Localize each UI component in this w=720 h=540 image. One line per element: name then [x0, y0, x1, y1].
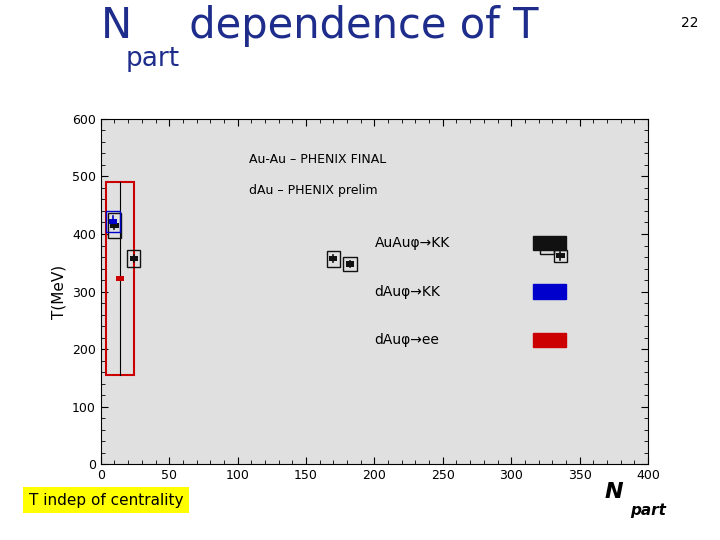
Text: dAu – PHENIX prelim: dAu – PHENIX prelim [248, 185, 377, 198]
Bar [343, 257, 356, 271]
Y-axis label: T(MeV): T(MeV) [51, 265, 66, 319]
Bar [329, 256, 338, 261]
Bar [327, 251, 341, 267]
Text: Au-Au – PHENIX FINAL: Au-Au – PHENIX FINAL [248, 153, 386, 166]
Bar [127, 250, 140, 267]
Text: dAuφ→ee: dAuφ→ee [374, 333, 439, 347]
Text: 22: 22 [681, 16, 698, 30]
Bar [346, 261, 354, 267]
Bar [533, 333, 566, 347]
Text: T indep of centrality: T indep of centrality [29, 492, 184, 508]
Text: part: part [126, 46, 180, 72]
Text: dependence of T: dependence of T [176, 5, 539, 47]
Bar [554, 250, 567, 262]
Bar [107, 182, 134, 375]
Text: N: N [101, 5, 132, 47]
Bar [557, 253, 564, 259]
Text: dAuφ→KK: dAuφ→KK [374, 285, 440, 299]
Bar [116, 276, 124, 281]
Bar [110, 223, 119, 228]
Bar [533, 285, 566, 299]
Bar [108, 213, 122, 238]
Bar [107, 211, 120, 232]
Bar [130, 256, 138, 261]
Bar [543, 244, 551, 249]
Text: N: N [605, 482, 624, 502]
Bar [109, 219, 117, 224]
Text: AuAuφ→KK: AuAuφ→KK [374, 236, 450, 250]
Bar [540, 240, 554, 254]
Bar [533, 236, 566, 251]
Text: part: part [630, 503, 666, 518]
